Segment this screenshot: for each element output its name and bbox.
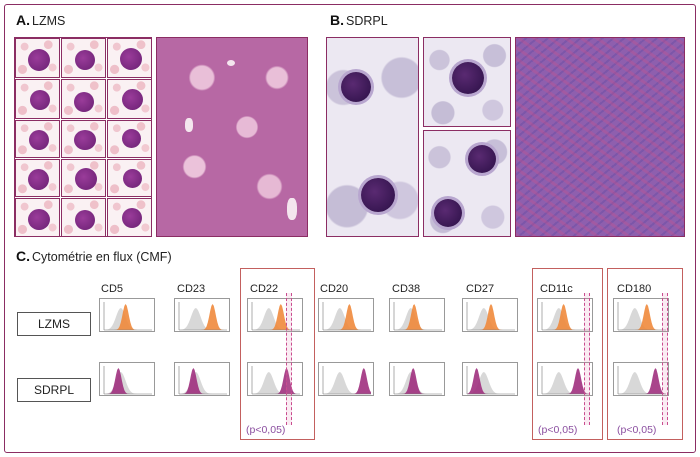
- lzms-cell-image: [61, 38, 106, 78]
- histogram-plot: [318, 298, 374, 332]
- sdrpl-smear-bottom: [423, 130, 511, 237]
- lzms-cell-image: [15, 38, 60, 78]
- histogram-plot: [613, 362, 669, 396]
- lzms-cell-image: [107, 198, 151, 236]
- lzms-cell-image: [61, 79, 106, 119]
- lzms-cell-image: [61, 159, 106, 197]
- marker-label: CD20: [320, 283, 349, 295]
- pvalue-cd11c: (p<0,05): [538, 424, 578, 436]
- lzms-cell-image: [107, 38, 151, 78]
- histogram-plot: [99, 298, 155, 332]
- histogram-plot: [389, 298, 445, 332]
- section-a-title: A. LZMS: [16, 12, 66, 28]
- sdrpl-smear-top: [423, 37, 511, 127]
- cd180-gate-band: [662, 293, 668, 425]
- lzms-cell-image: [15, 198, 60, 236]
- marker-label: CD11c: [540, 283, 573, 295]
- histogram-plot: [389, 362, 445, 396]
- histogram-plot: [613, 298, 669, 332]
- lzms-cell-image: [61, 120, 106, 158]
- lzms-cell-image: [107, 79, 151, 119]
- marker-label: CD27: [466, 283, 495, 295]
- sdrpl-smear-large: [326, 37, 419, 237]
- marker-label: CD23: [177, 283, 206, 295]
- marker-label: CD22: [250, 283, 279, 295]
- cd22-gate-band: [286, 293, 292, 425]
- marker-label: CD180: [617, 283, 652, 295]
- section-c-title: C. Cytométrie en flux (CMF): [16, 248, 172, 264]
- histogram-plot: [462, 362, 518, 396]
- section-b-title: B. SDRPL: [330, 12, 388, 28]
- histogram-plot: [318, 362, 374, 396]
- cd11c-highlight-box: [532, 268, 603, 440]
- lzms-blood-smear-grid: [14, 37, 152, 237]
- pvalue-cd180: (p<0,05): [617, 424, 657, 436]
- histogram-plot: [247, 298, 303, 332]
- marker-label: CD38: [392, 283, 421, 295]
- histogram-plot: [462, 298, 518, 332]
- histogram-plot: [247, 362, 303, 396]
- lzms-cell-image: [15, 159, 60, 197]
- histogram-plot: [537, 362, 593, 396]
- figure-frame: [4, 4, 696, 453]
- row-label-sdrpl: SDRPL: [17, 378, 91, 402]
- marker-label: CD5: [101, 283, 124, 295]
- lzms-histology-image: [156, 37, 308, 237]
- histogram-plot: [537, 298, 593, 332]
- cd180-highlight-box: [607, 268, 683, 440]
- histogram-plot: [174, 298, 230, 332]
- lzms-cell-image: [107, 159, 151, 197]
- lzms-cell-image: [107, 120, 151, 158]
- pvalue-cd22: (p<0,05): [246, 424, 286, 436]
- lzms-cell-image: [15, 79, 60, 119]
- row-label-lzms: LZMS: [17, 312, 91, 336]
- cd11c-gate-band: [584, 293, 590, 425]
- lzms-cell-image: [61, 198, 106, 236]
- sdrpl-histology-image: [515, 37, 685, 237]
- histogram-plot: [99, 362, 155, 396]
- lzms-cell-image: [15, 120, 60, 158]
- histogram-plot: [174, 362, 230, 396]
- cd22-highlight-box: [240, 268, 315, 440]
